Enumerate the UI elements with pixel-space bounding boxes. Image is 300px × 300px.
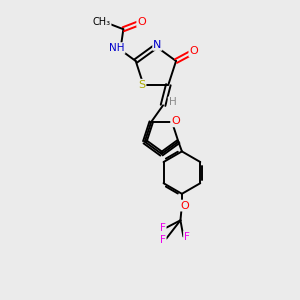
Text: S: S: [138, 80, 146, 90]
Text: O: O: [189, 46, 198, 56]
Text: NH: NH: [109, 43, 124, 53]
Text: H: H: [169, 98, 176, 107]
Text: O: O: [181, 201, 189, 211]
Text: F: F: [160, 223, 166, 233]
Text: O: O: [137, 17, 146, 27]
Text: F: F: [184, 232, 190, 242]
Text: CH₃: CH₃: [92, 17, 111, 27]
Text: O: O: [171, 116, 180, 126]
Text: F: F: [160, 235, 166, 245]
Text: N: N: [153, 40, 161, 50]
